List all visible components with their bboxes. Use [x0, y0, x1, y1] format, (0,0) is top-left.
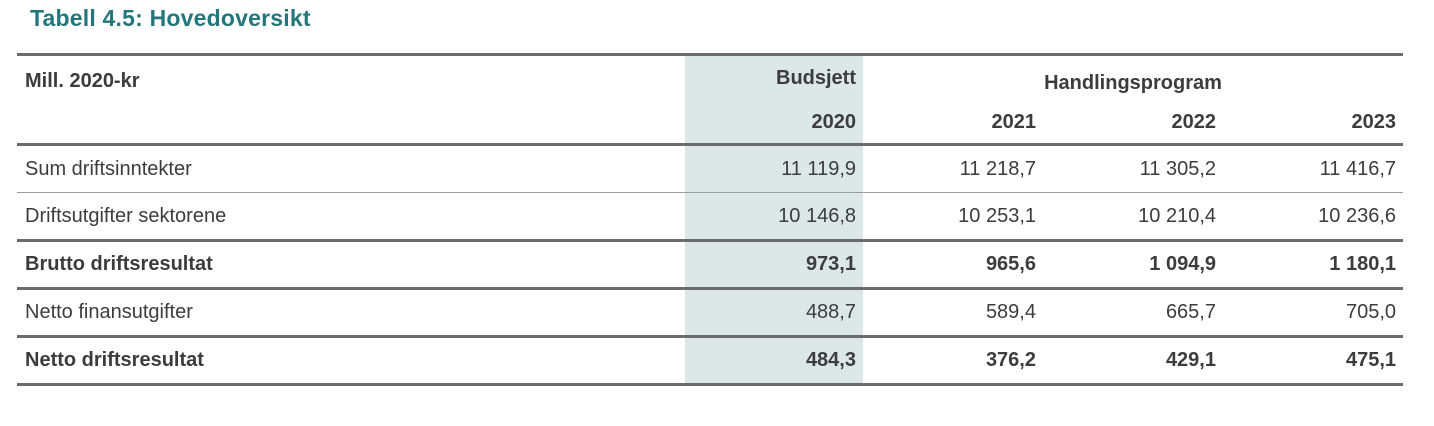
handlingsprogram-header: Handlingsprogram [1044, 71, 1222, 94]
cell-2022: 10 210,4 [1138, 204, 1216, 227]
table-row-netto-finansutgifter: Netto finansutgifter 488,7 589,4 665,7 7… [17, 288, 1404, 337]
page-title: Tabell 4.5: Hovedoversikt [30, 5, 311, 31]
table-row-driftsutgifter-sektorene: Driftsutgifter sektorene 10 146,8 10 253… [17, 192, 1404, 241]
year-2023: 2023 [1351, 110, 1397, 133]
cell-budsjett-2020: 488,7 [685, 288, 863, 337]
cell-2021: 11 218,7 [959, 157, 1036, 180]
row-label: Driftsutgifter sektorene [25, 204, 227, 227]
table-header: Mill. 2020-kr Budsjett Handlingsprogram … [17, 54, 1404, 145]
cell-budsjett-2020: 484,3 [685, 336, 863, 385]
row-label: Sum driftsinntekter [25, 157, 192, 180]
cell-2022: 1 094,9 [1149, 253, 1216, 275]
cell-budsjett-2020: 973,1 [685, 240, 863, 289]
row-label: Netto driftsresultat [25, 349, 204, 371]
cell-2021: 965,6 [985, 253, 1036, 275]
cell-2022: 665,7 [1165, 301, 1216, 323]
cell-2021: 10 253,1 [958, 204, 1036, 227]
header-row-years: 2020 2021 2022 2023 [17, 101, 1403, 145]
cell-2022: 429,1 [1165, 349, 1216, 371]
cell-2021: 589,4 [985, 301, 1036, 323]
hovedoversikt-table: Mill. 2020-kr Budsjett Handlingsprogram … [17, 53, 1404, 386]
cell-2023: 705,0 [1345, 301, 1397, 323]
header-row-top: Mill. 2020-kr Budsjett Handlingsprogram [17, 54, 1403, 102]
table-row-netto-driftsresultat: Netto driftsresultat 484,3 376,2 429,1 4… [17, 336, 1404, 385]
row-label: Brutto driftsresultat [25, 253, 213, 275]
unit-label: Mill. 2020-kr [25, 70, 140, 92]
cell-2021: 376,2 [985, 349, 1036, 371]
cell-budsjett-2020: 10 146,8 [685, 192, 863, 241]
cell-2023: 10 236,6 [1318, 204, 1397, 227]
cell-2023: 1 180,1 [1329, 253, 1397, 275]
table-body: Sum driftsinntekter 11 119,9 11 218,7 11… [17, 144, 1404, 385]
cell-budsjett-2020: 11 119,9 [685, 144, 863, 193]
table-row-sum-driftsinntekter: Sum driftsinntekter 11 119,9 11 218,7 11… [17, 144, 1404, 193]
year-2022: 2022 [1171, 110, 1217, 133]
year-2021: 2021 [991, 110, 1037, 133]
budsjett-header: Budsjett [685, 54, 863, 102]
budsjett-year: 2020 [685, 101, 863, 145]
cell-2023: 475,1 [1345, 349, 1397, 371]
table-row-brutto-driftsresultat: Brutto driftsresultat 973,1 965,6 1 094,… [17, 240, 1404, 289]
row-label: Netto finansutgifter [25, 301, 193, 323]
cell-2022: 11 305,2 [1139, 157, 1216, 180]
cell-2023: 11 416,7 [1319, 157, 1397, 180]
